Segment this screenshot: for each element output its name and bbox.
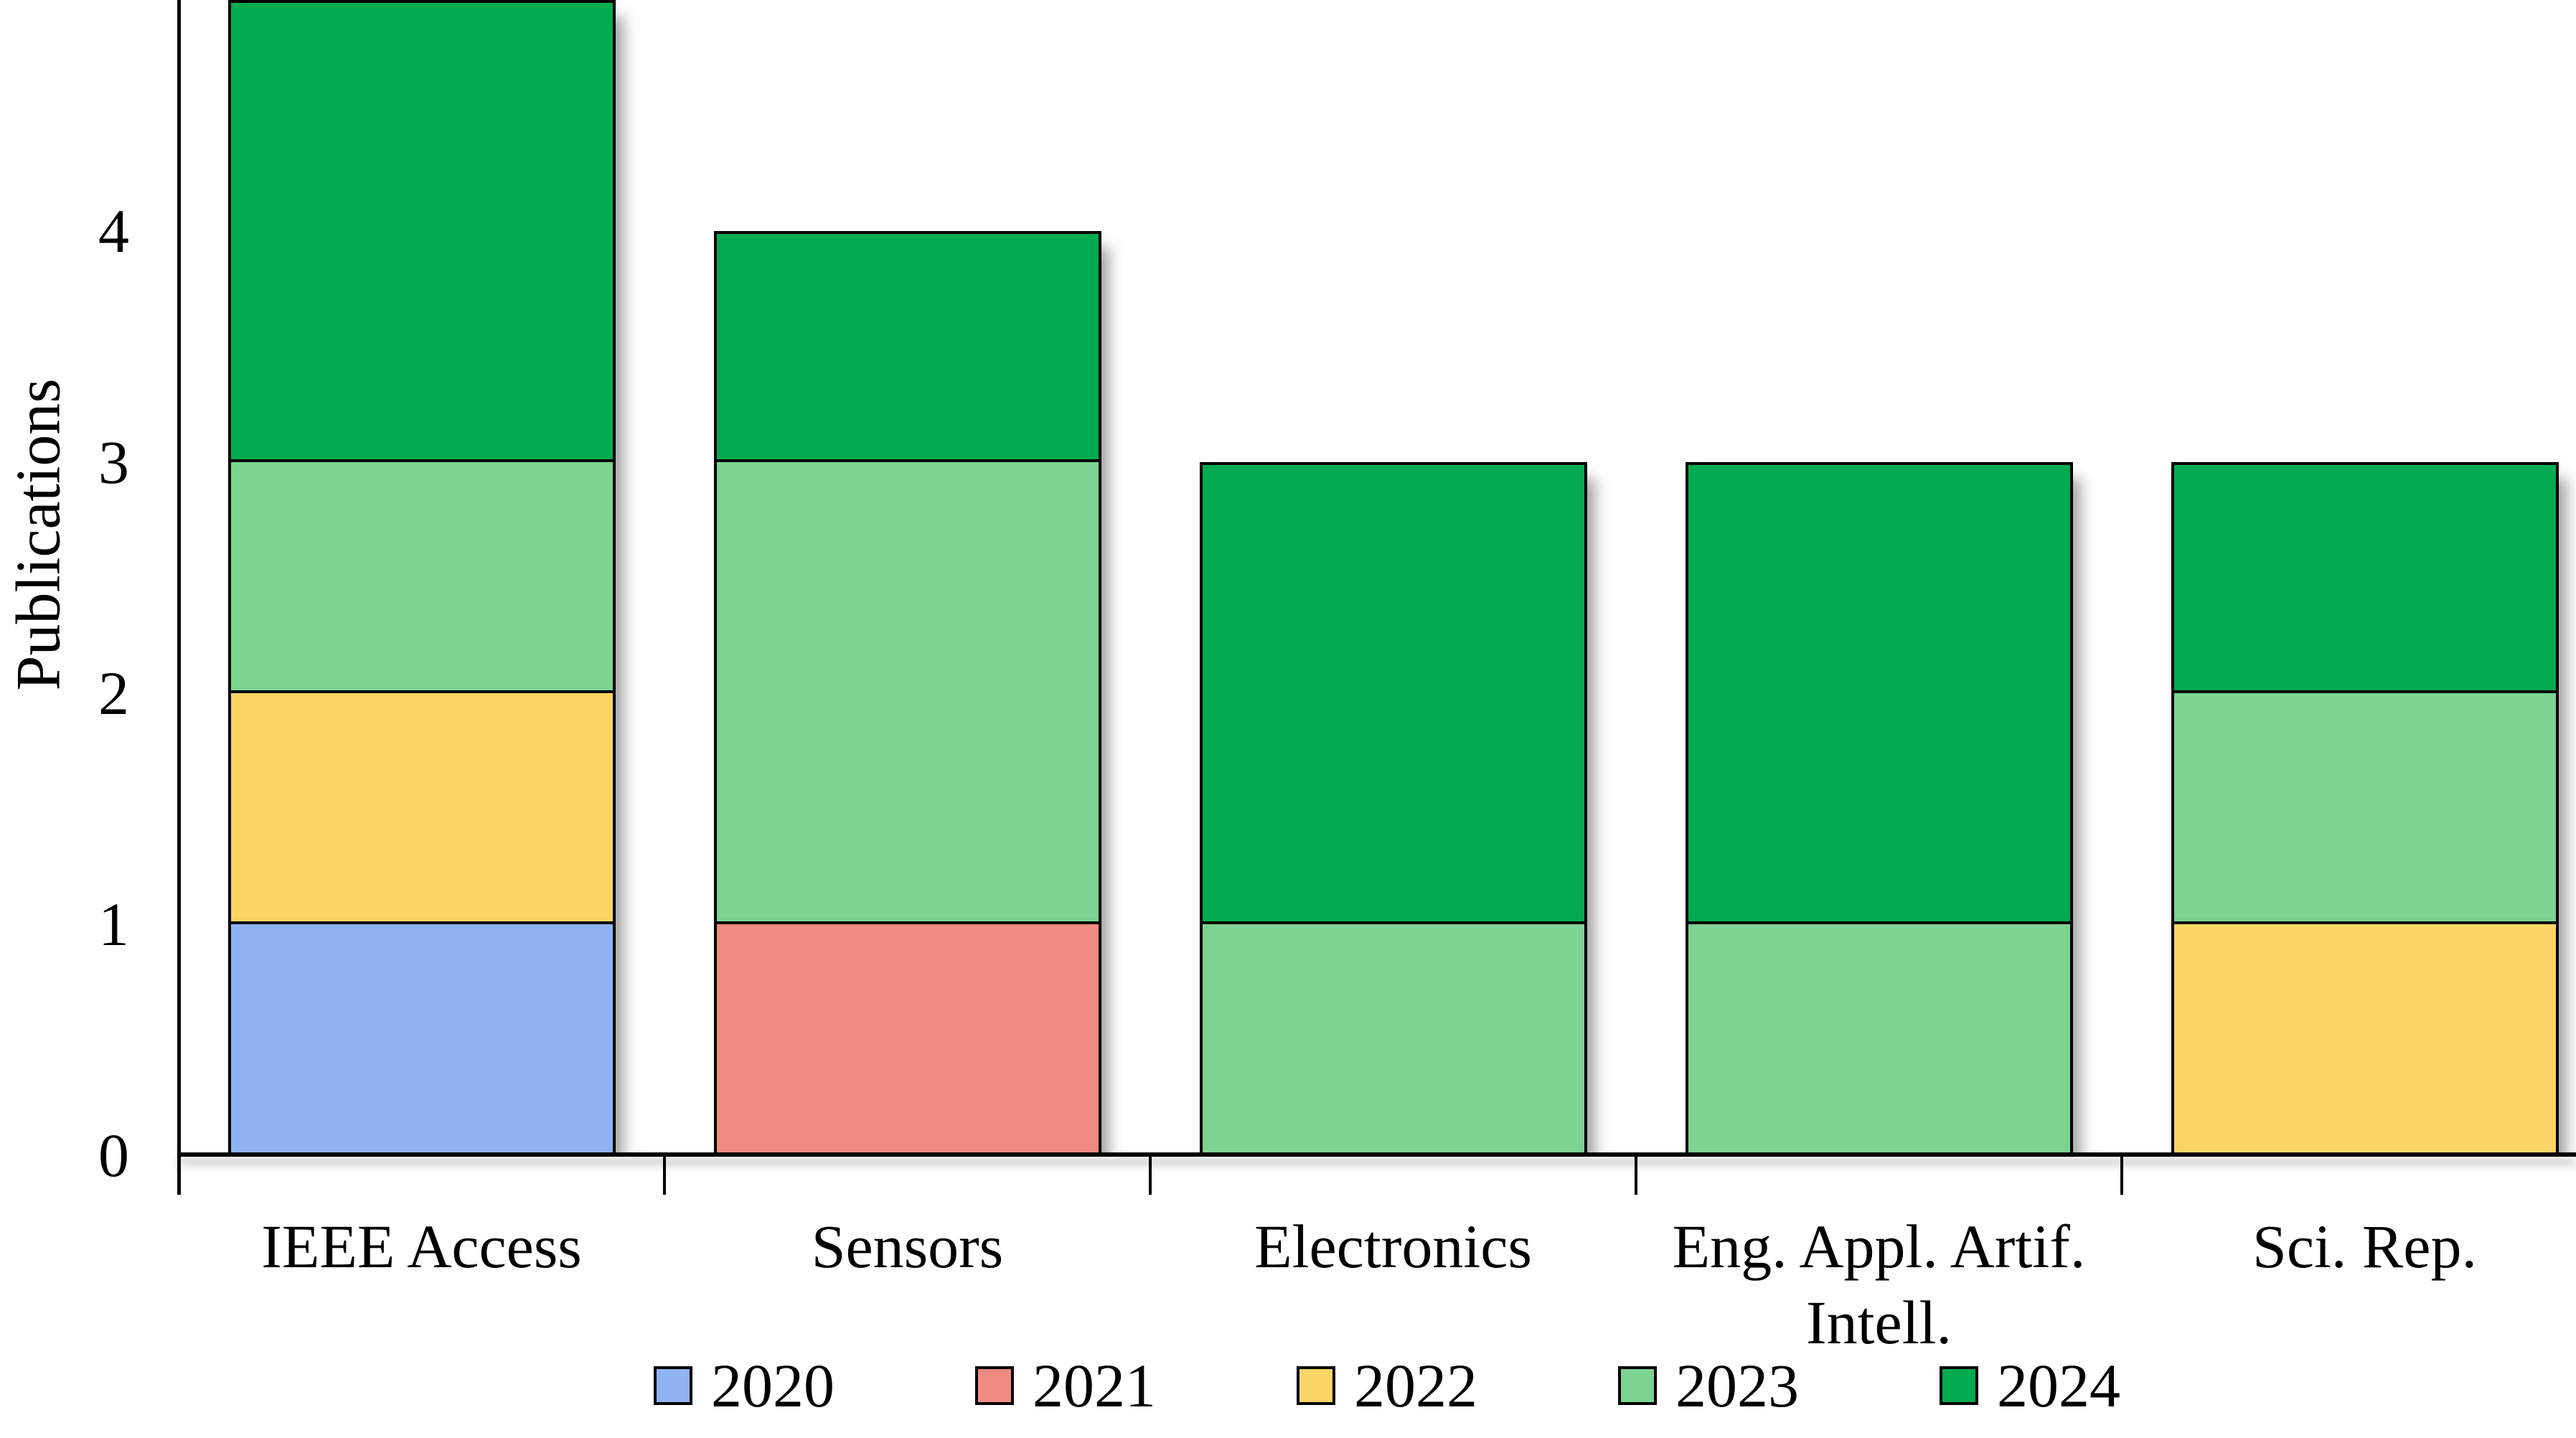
bar-segment-sensors-2024 xyxy=(717,234,1099,459)
bar-segment-sensors-2023 xyxy=(717,459,1099,921)
bar-sensors xyxy=(714,231,1101,1155)
plot-area xyxy=(179,0,2576,1155)
legend-label-2023: 2023 xyxy=(1675,1351,1799,1420)
x-category-label-sensors: Sensors xyxy=(811,1212,1004,1281)
legend-swatch-2022 xyxy=(1297,1366,1335,1405)
bar-segment-sci-rep-2022 xyxy=(2174,921,2556,1152)
bar-segment-ieee-access-2024 xyxy=(231,3,613,459)
y-tick-label-2: 2 xyxy=(98,659,129,728)
legend-label-2020: 2020 xyxy=(711,1351,835,1420)
bar-segment-electronics-2024 xyxy=(1203,465,1584,921)
bar-segment-ieee-access-2022 xyxy=(231,690,613,921)
x-category-label-ieee-access: IEEE Access xyxy=(261,1212,582,1281)
bar-ieee-access xyxy=(228,0,616,1155)
legend-item-2022: 2022 xyxy=(1297,1351,1477,1420)
bar-segment-eng-appl-artif-intell-2024 xyxy=(1688,465,2070,921)
y-axis-line xyxy=(177,0,181,1195)
bar-segment-eng-appl-artif-intell-2023 xyxy=(1688,921,2070,1152)
legend-label-2024: 2024 xyxy=(1997,1351,2120,1420)
legend-label-2021: 2021 xyxy=(1033,1351,1156,1420)
x-tick-mark-3 xyxy=(1635,1155,1637,1195)
y-tick-label-3: 3 xyxy=(98,428,129,497)
legend-label-2022: 2022 xyxy=(1354,1351,1477,1420)
bar-segment-sci-rep-2023 xyxy=(2174,690,2556,921)
bar-segment-sensors-2021 xyxy=(717,921,1099,1152)
x-category-label-sci-rep: Sci. Rep. xyxy=(2252,1212,2477,1281)
bar-sci-rep xyxy=(2171,462,2559,1155)
y-tick-label-4: 4 xyxy=(98,197,129,265)
legend-swatch-2020 xyxy=(654,1366,692,1405)
legend-swatch-2024 xyxy=(1940,1366,1978,1405)
x-tick-mark-4 xyxy=(2120,1155,2123,1195)
bar-eng-appl-artif-intell xyxy=(1686,462,2073,1155)
y-tick-label-0: 0 xyxy=(98,1121,129,1190)
legend-swatch-2023 xyxy=(1618,1366,1657,1405)
bar-segment-ieee-access-2020 xyxy=(231,921,613,1152)
legend-item-2023: 2023 xyxy=(1618,1351,1799,1420)
bar-segment-ieee-access-2023 xyxy=(231,459,613,690)
bar-electronics xyxy=(1200,462,1587,1155)
bar-segment-sci-rep-2024 xyxy=(2174,465,2556,690)
y-tick-label-1: 1 xyxy=(98,890,129,959)
legend-item-2021: 2021 xyxy=(975,1351,1156,1420)
legend: 2020 2021 2022 2023 2024 xyxy=(198,1351,2576,1420)
x-category-label-eng-appl-artif-intell: Eng. Appl. Artif. Intell. xyxy=(1672,1212,2086,1357)
x-tick-mark-1 xyxy=(663,1155,666,1195)
x-category-label-electronics: Electronics xyxy=(1254,1212,1532,1281)
legend-swatch-2021 xyxy=(975,1366,1014,1405)
bar-segment-electronics-2023 xyxy=(1203,921,1584,1152)
x-tick-mark-2 xyxy=(1149,1155,1152,1195)
legend-item-2024: 2024 xyxy=(1940,1351,2120,1420)
legend-item-2020: 2020 xyxy=(654,1351,835,1420)
x-axis-line xyxy=(179,1152,2576,1157)
